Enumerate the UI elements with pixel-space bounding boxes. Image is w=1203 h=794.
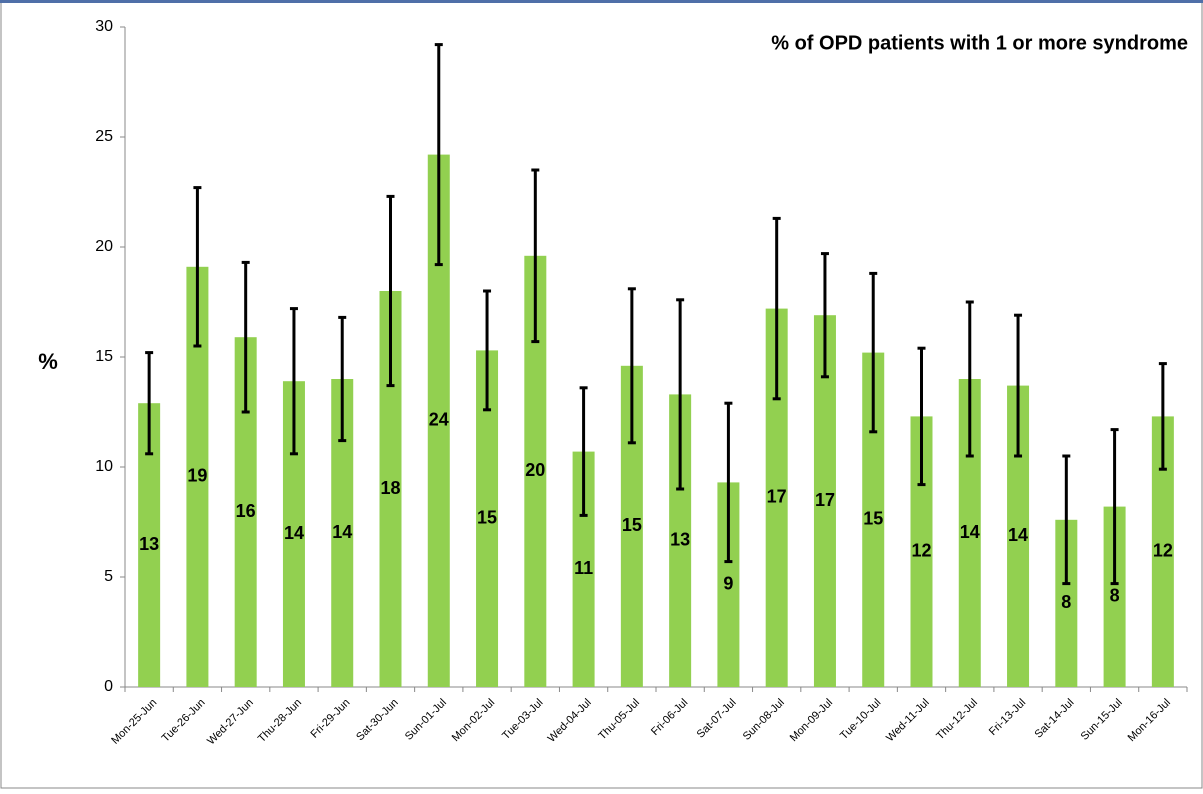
value-label: 18 (380, 478, 400, 498)
value-label: 20 (525, 460, 545, 480)
bar (717, 482, 740, 687)
bar (138, 403, 161, 687)
bar (572, 451, 595, 687)
bar (765, 308, 788, 687)
bar (331, 379, 354, 687)
bar (910, 416, 933, 687)
value-label: 17 (767, 487, 787, 507)
value-label: 12 (1153, 540, 1173, 560)
value-label: 19 (187, 466, 207, 486)
bar (1055, 519, 1078, 687)
value-label: 9 (723, 573, 733, 593)
bar (813, 315, 836, 687)
value-label: 8 (1110, 586, 1120, 606)
chart-title: % of OPD patients with 1 or more syndrom… (771, 32, 1188, 54)
y-tick-label: 5 (104, 568, 113, 585)
bar (524, 255, 547, 688)
value-label: 14 (332, 522, 352, 542)
value-label: 8 (1061, 592, 1071, 612)
y-axis-label: % (38, 349, 58, 374)
value-label: 24 (429, 410, 449, 430)
y-tick-label: 30 (95, 18, 113, 35)
bar (862, 352, 885, 687)
value-label: 12 (911, 540, 931, 560)
top-edge (0, 0, 1203, 3)
value-label: 15 (622, 515, 642, 535)
value-label: 13 (670, 529, 690, 549)
value-label: 11 (574, 558, 593, 578)
y-tick-label: 20 (95, 238, 113, 255)
value-label: 14 (1008, 525, 1028, 545)
bar (186, 266, 209, 687)
value-label: 16 (236, 501, 256, 521)
bar (234, 337, 257, 687)
bar (958, 379, 981, 687)
bar (1103, 506, 1126, 687)
y-tick-label: 25 (95, 128, 113, 145)
value-label: 14 (284, 523, 304, 543)
bar (282, 381, 305, 687)
bar (669, 394, 692, 687)
y-tick-label: 0 (104, 678, 113, 695)
bar (1151, 416, 1174, 687)
value-label: 14 (960, 522, 980, 542)
y-tick-label: 15 (95, 348, 113, 365)
y-tick-label: 10 (95, 458, 113, 475)
bar (427, 154, 450, 688)
bar (1007, 385, 1030, 687)
bar (620, 365, 643, 687)
value-label: 17 (815, 490, 835, 510)
value-label: 15 (477, 507, 497, 527)
bar (379, 291, 402, 687)
bar (476, 350, 499, 687)
value-label: 15 (863, 509, 883, 529)
value-label: 13 (139, 534, 159, 554)
